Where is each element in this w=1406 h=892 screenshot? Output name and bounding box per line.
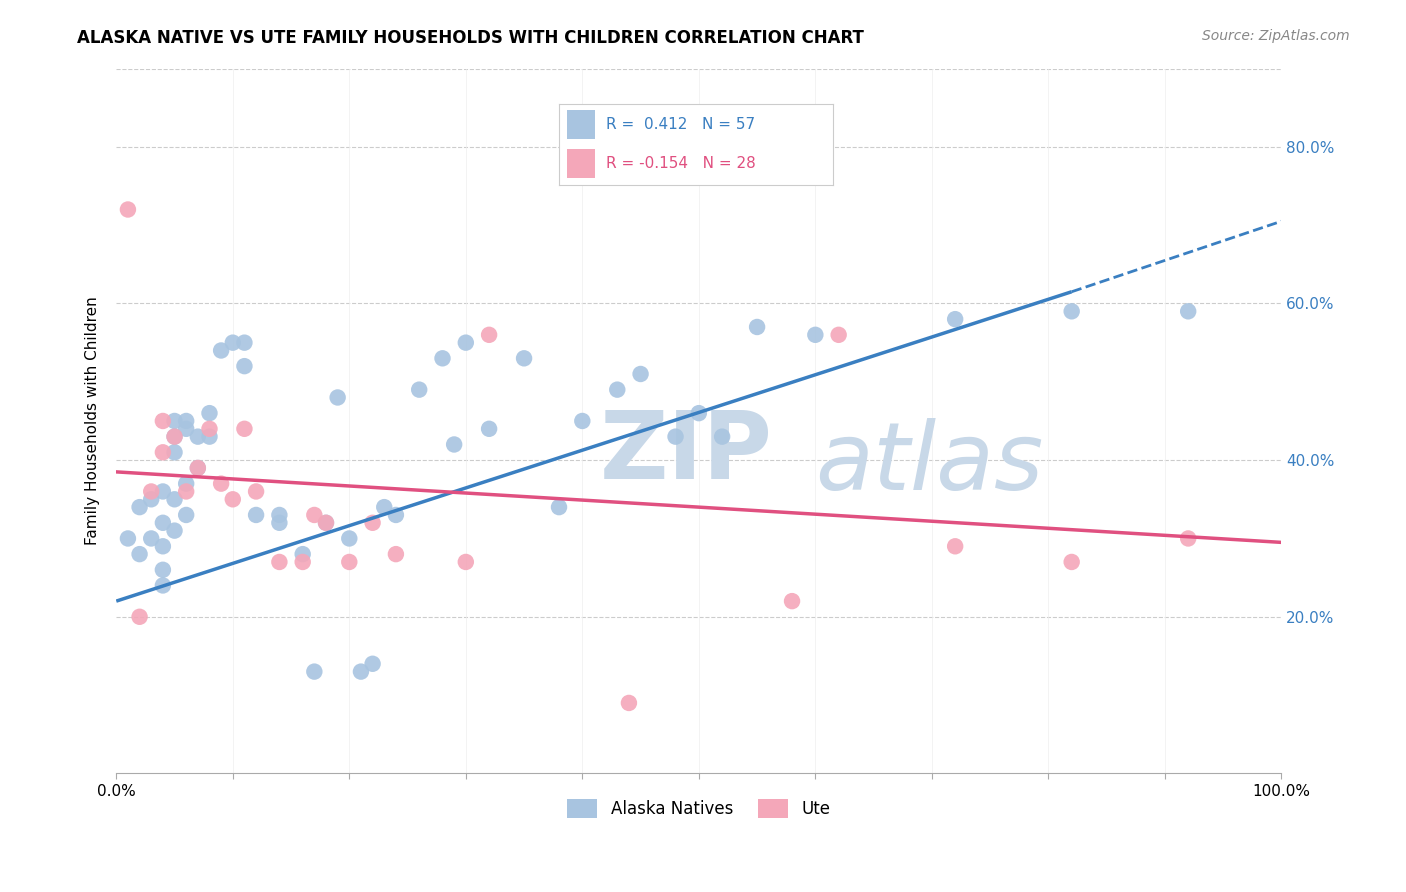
Point: [513, 351, 536, 366]
Point: [141, 492, 163, 507]
Point: [152, 539, 174, 553]
Point: [128, 500, 150, 515]
Point: [1177, 532, 1199, 546]
Point: [315, 516, 337, 530]
Point: [337, 555, 360, 569]
Point: [304, 665, 326, 679]
Point: [361, 657, 384, 671]
Point: [454, 335, 477, 350]
Point: [385, 508, 408, 522]
Text: atlas: atlas: [815, 417, 1043, 508]
Point: [291, 555, 314, 569]
Point: [198, 422, 221, 436]
Text: Source: ZipAtlas.com: Source: ZipAtlas.com: [1202, 29, 1350, 43]
Point: [152, 414, 174, 428]
Point: [174, 484, 197, 499]
Point: [174, 422, 197, 436]
Point: [152, 445, 174, 459]
Point: [548, 500, 571, 515]
Point: [1060, 304, 1083, 318]
Point: [478, 422, 501, 436]
Point: [617, 696, 640, 710]
Point: [163, 524, 186, 538]
Point: [337, 532, 360, 546]
Point: [187, 461, 209, 475]
Point: [152, 563, 174, 577]
Point: [827, 327, 849, 342]
Point: [187, 461, 209, 475]
Point: [943, 539, 966, 553]
Point: [128, 547, 150, 561]
Point: [117, 202, 139, 217]
Point: [1177, 304, 1199, 318]
Point: [269, 516, 291, 530]
Point: [174, 508, 197, 522]
Legend: Alaska Natives, Ute: Alaska Natives, Ute: [561, 792, 837, 825]
Point: [233, 335, 256, 350]
Point: [141, 484, 163, 499]
Point: [1060, 555, 1083, 569]
Point: [373, 500, 395, 515]
Point: [174, 476, 197, 491]
Point: [269, 508, 291, 522]
Point: [291, 547, 314, 561]
Point: [780, 594, 803, 608]
Point: [152, 516, 174, 530]
Point: [711, 430, 734, 444]
Point: [432, 351, 454, 366]
Point: [163, 430, 186, 444]
Point: [443, 437, 465, 451]
Point: [117, 532, 139, 546]
Point: [152, 484, 174, 499]
Point: [408, 383, 430, 397]
Point: [454, 555, 477, 569]
Point: [233, 359, 256, 373]
Point: [315, 516, 337, 530]
Point: [745, 320, 768, 334]
Point: [128, 609, 150, 624]
Point: [664, 430, 686, 444]
Point: [269, 555, 291, 569]
Text: ALASKA NATIVE VS UTE FAMILY HOUSEHOLDS WITH CHILDREN CORRELATION CHART: ALASKA NATIVE VS UTE FAMILY HOUSEHOLDS W…: [77, 29, 865, 46]
Y-axis label: Family Households with Children: Family Households with Children: [86, 297, 100, 545]
Point: [326, 391, 349, 405]
Point: [571, 414, 593, 428]
Point: [361, 516, 384, 530]
Point: [943, 312, 966, 326]
Point: [163, 430, 186, 444]
Point: [163, 445, 186, 459]
Point: [222, 492, 245, 507]
Point: [198, 430, 221, 444]
Point: [478, 327, 501, 342]
Point: [606, 383, 628, 397]
Point: [187, 430, 209, 444]
Point: [233, 422, 256, 436]
Point: [222, 335, 245, 350]
Point: [198, 406, 221, 420]
Point: [350, 665, 373, 679]
Point: [804, 327, 827, 342]
Point: [152, 578, 174, 592]
Text: ZIP: ZIP: [600, 407, 773, 499]
Point: [688, 406, 710, 420]
Point: [163, 492, 186, 507]
Point: [209, 476, 232, 491]
Point: [304, 508, 326, 522]
Point: [630, 367, 652, 381]
Point: [245, 484, 267, 499]
Point: [385, 547, 408, 561]
Point: [209, 343, 232, 358]
Point: [163, 414, 186, 428]
Point: [141, 532, 163, 546]
Point: [174, 414, 197, 428]
Point: [245, 508, 267, 522]
